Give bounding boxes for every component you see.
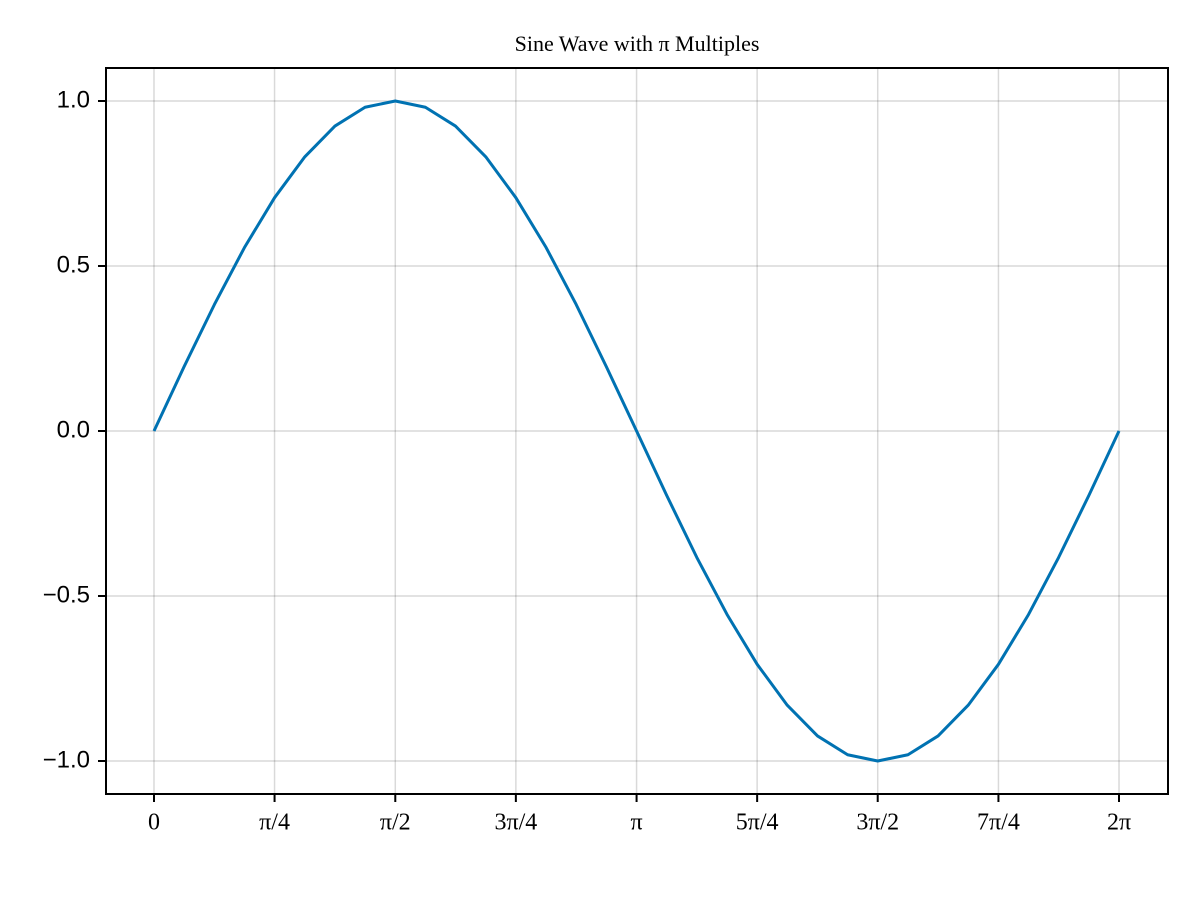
x-tick-label: 2π	[1107, 810, 1131, 836]
x-tick-label: 3π/4	[494, 810, 537, 836]
x-tick-label: 3π/2	[856, 810, 899, 836]
y-tick-label: −1.0	[43, 746, 90, 773]
plot	[152, 99, 1121, 763]
x-tick-label: π/4	[259, 810, 290, 836]
x-tick-label: 5π/4	[736, 810, 779, 836]
x-tick-label: 0	[148, 810, 160, 836]
y-tick-label: 1.0	[57, 86, 90, 113]
y-tick-label: −0.5	[43, 581, 90, 608]
x-tick-label: π/2	[380, 810, 411, 836]
x-tick-label: π	[631, 810, 643, 836]
chart-title: Sine Wave with π Multiples	[515, 31, 760, 56]
y-tick-label: 0.0	[57, 416, 90, 443]
x-tick-label: 7π/4	[977, 810, 1020, 836]
grid	[106, 68, 1168, 794]
line-series	[152, 99, 1121, 763]
y-tick-label: 0.5	[57, 251, 90, 278]
